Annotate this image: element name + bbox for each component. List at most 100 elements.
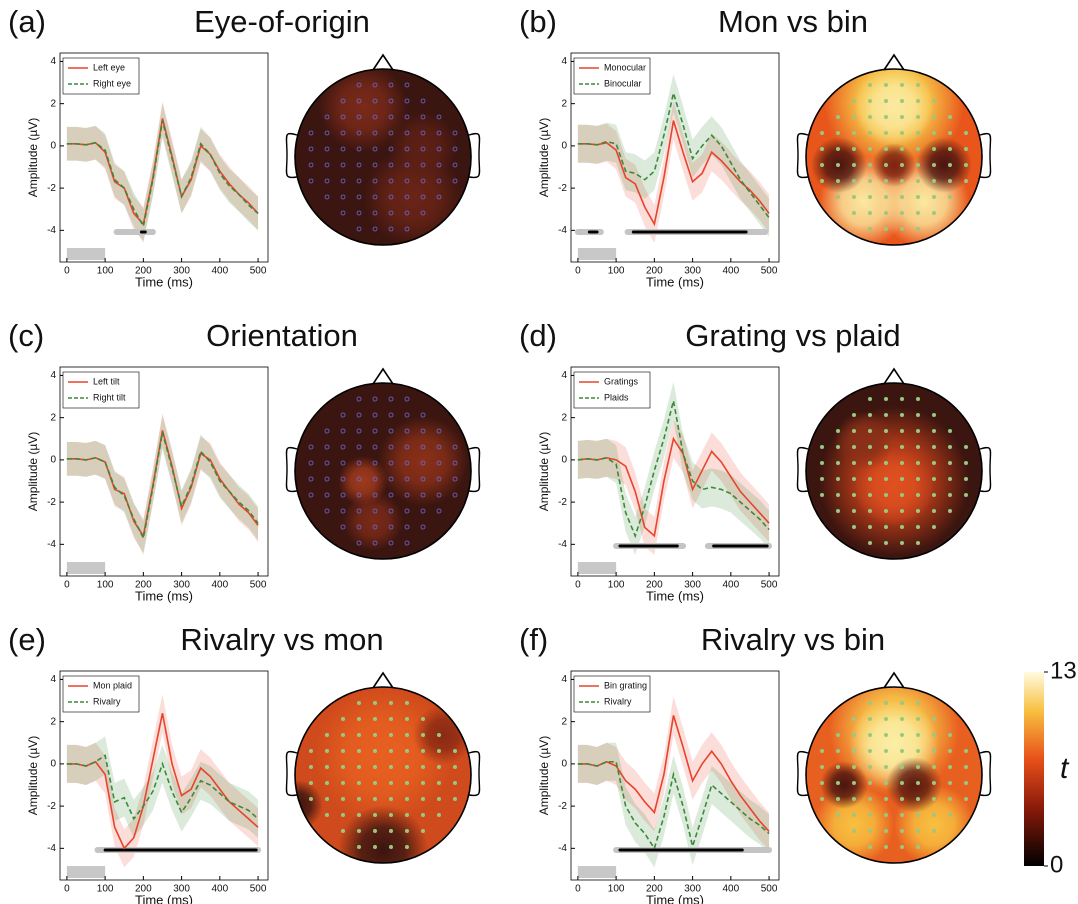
electrode	[420, 194, 426, 200]
electrode	[405, 781, 409, 785]
electrode	[916, 813, 920, 817]
electrode	[436, 130, 442, 136]
topomap	[295, 687, 471, 863]
electrode	[373, 845, 377, 849]
electrode	[356, 210, 362, 216]
electrode	[852, 179, 856, 183]
head-ear	[796, 132, 809, 179]
colorbar-tick-label: 0	[1050, 851, 1063, 878]
electrode	[404, 492, 410, 498]
electrode	[389, 733, 393, 737]
electrode	[421, 749, 425, 753]
electrode	[836, 115, 840, 119]
electrode	[324, 460, 330, 466]
x-tick-label: 500	[761, 266, 778, 277]
electrode	[324, 178, 330, 184]
electrode	[388, 82, 394, 88]
electrode	[420, 444, 426, 450]
head-nose	[370, 53, 396, 74]
electrode	[389, 797, 393, 801]
electrode	[340, 412, 346, 418]
electrode	[436, 162, 442, 168]
electrode	[436, 194, 442, 200]
electrode	[404, 396, 410, 402]
electrode	[868, 701, 872, 705]
electrode	[388, 130, 394, 136]
electrode	[900, 227, 904, 231]
electrode	[868, 147, 872, 151]
y-tick-label: -4	[47, 225, 56, 236]
electrode	[868, 765, 872, 769]
electrode	[404, 524, 410, 530]
electrode	[372, 98, 378, 104]
panel-label: (d)	[519, 318, 557, 353]
topomap-blob	[834, 411, 894, 471]
electrode	[836, 195, 840, 199]
electrode	[884, 477, 888, 481]
panel-title: Eye-of-origin	[194, 4, 370, 39]
electrode	[820, 493, 824, 497]
electrode	[324, 194, 330, 200]
electrode	[916, 163, 920, 167]
electrode	[340, 492, 346, 498]
electrode	[324, 476, 330, 482]
electrode	[436, 476, 442, 482]
electrode	[404, 460, 410, 466]
electrode	[932, 461, 936, 465]
electrode	[868, 397, 872, 401]
electrode	[340, 210, 346, 216]
electrode	[340, 114, 346, 120]
electrode	[357, 781, 361, 785]
electrode	[932, 797, 936, 801]
electrode	[373, 797, 377, 801]
electrode	[388, 396, 394, 402]
panel: (f) Rivalry vs bin -4 -2 0 2 4 0 100 200 300 400 500…	[519, 622, 992, 904]
head-ear	[285, 750, 298, 797]
y-tick-label: -2	[558, 801, 567, 812]
plot-frame	[570, 52, 780, 263]
electrode	[900, 797, 904, 801]
electrode	[452, 130, 458, 136]
electrode	[932, 445, 936, 449]
electrode	[836, 749, 840, 753]
electrode	[868, 781, 872, 785]
electrode	[932, 179, 936, 183]
electrode	[868, 829, 872, 833]
x-tick-label: 100	[97, 266, 114, 277]
topomap	[806, 687, 982, 863]
electrode	[916, 461, 920, 465]
legend-box	[573, 371, 651, 409]
electrode	[340, 194, 346, 200]
electrode	[900, 429, 904, 433]
x-tick-label: 400	[722, 580, 739, 591]
electrode	[884, 429, 888, 433]
y-tick-label: 4	[561, 56, 567, 67]
electrode	[420, 524, 426, 530]
x-tick-label: 100	[608, 580, 625, 591]
electrode	[884, 845, 888, 849]
electrode	[868, 845, 872, 849]
electrode	[916, 541, 920, 545]
electrode	[309, 749, 313, 753]
electrode	[372, 476, 378, 482]
electrode	[884, 131, 888, 135]
series-line	[66, 754, 259, 821]
electrode	[341, 733, 345, 737]
x-tick-label: 400	[722, 884, 739, 895]
electrode	[852, 115, 856, 119]
electrode	[388, 428, 394, 434]
x-tick-label: 200	[135, 884, 152, 895]
x-tick-label: 300	[684, 580, 701, 591]
x-tick-label: 200	[646, 266, 663, 277]
electrode	[420, 146, 426, 152]
electrode	[356, 82, 362, 88]
y-tick-label: -4	[558, 843, 567, 854]
electrode	[916, 99, 920, 103]
electrode	[340, 476, 346, 482]
electrode	[916, 717, 920, 721]
y-tick-label: 2	[561, 98, 567, 109]
electrode	[405, 797, 409, 801]
electrode	[340, 508, 346, 514]
electrode	[324, 508, 330, 514]
y-tick-label: -2	[47, 497, 56, 508]
